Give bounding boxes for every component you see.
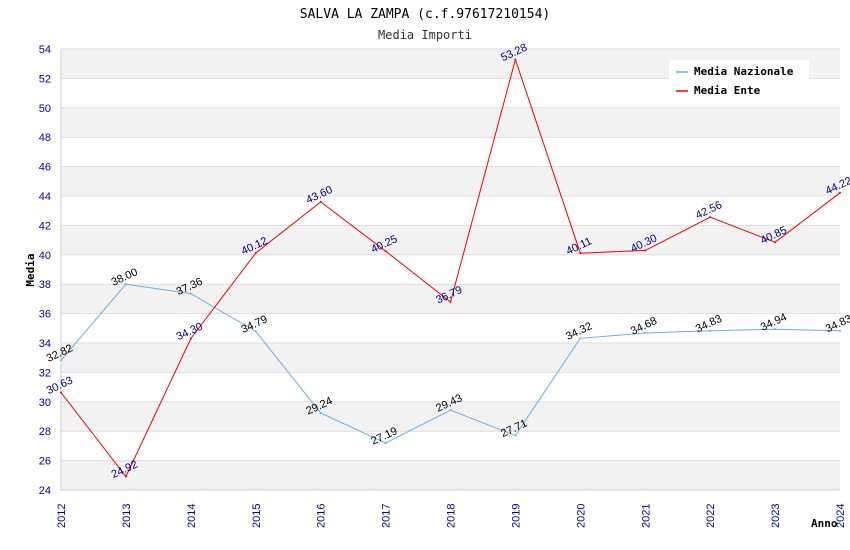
data-point — [579, 337, 582, 340]
data-label: 34.94 — [759, 311, 789, 334]
data-point — [124, 283, 127, 286]
data-point — [839, 329, 841, 332]
y-tick-label: 54 — [39, 44, 51, 56]
y-tick-label: 26 — [39, 456, 51, 468]
x-tick-labels: 2012 2013 2014 2015 2016 2017 2018 2019 2020 2021… — [56, 504, 847, 528]
x-tick-label: 2015 — [251, 504, 263, 528]
data-point — [254, 252, 257, 255]
data-point — [124, 475, 127, 478]
data-point — [774, 241, 777, 244]
y-tick-label: 44 — [39, 191, 51, 203]
data-point — [644, 249, 647, 252]
grid-band — [61, 284, 840, 314]
x-tick-label: 2012 — [56, 504, 68, 528]
grid-band — [61, 460, 840, 490]
axes — [60, 49, 840, 491]
y-tick-label: 28 — [39, 426, 51, 438]
x-tick-label: 2023 — [770, 504, 782, 528]
legend-box — [669, 60, 809, 101]
data-label: 34.83 — [694, 313, 724, 336]
data-point — [449, 300, 452, 303]
data-point — [189, 292, 192, 295]
y-tick-labels: 24 26 28 30 32 34 36 38 40 42 44 46 48 50 52 54 — [39, 44, 51, 497]
x-axis-label: Anno — [811, 517, 838, 530]
data-point — [189, 337, 192, 340]
x-tick-label: 2013 — [121, 504, 133, 528]
grid-band — [61, 225, 840, 255]
data-point — [644, 332, 647, 335]
data-point — [709, 329, 712, 332]
data-point — [514, 434, 517, 437]
grid-band — [61, 166, 840, 196]
data-label: 34.83 — [824, 313, 850, 336]
x-tick-label: 2019 — [510, 504, 522, 528]
grid-band — [61, 401, 840, 432]
x-tick-label: 2014 — [186, 504, 198, 528]
x-tick-label: 2021 — [640, 504, 652, 528]
data-point — [514, 58, 517, 61]
data-point — [254, 330, 257, 333]
y-tick-label: 32 — [39, 367, 51, 379]
data-point — [384, 250, 387, 253]
x-tick-label: 2022 — [705, 504, 717, 528]
grid-lines — [61, 48, 840, 491]
y-tick-label: 50 — [39, 103, 51, 115]
data-point — [60, 359, 62, 362]
data-point — [839, 191, 841, 194]
series-lines — [60, 57, 841, 478]
legend-label-media-ente: Media Ente — [694, 84, 761, 97]
y-tick-label: 46 — [39, 162, 51, 174]
legend-label-media-nazionale: Media Nazionale — [694, 65, 794, 78]
y-tick-label: 42 — [39, 220, 51, 232]
x-tick-label: 2016 — [316, 504, 328, 528]
data-point — [384, 442, 387, 445]
data-point — [319, 200, 322, 203]
y-tick-label: 30 — [39, 397, 51, 409]
y-tick-label: 24 — [39, 485, 51, 497]
x-tick-label: 2017 — [381, 504, 393, 528]
data-point — [449, 409, 452, 412]
data-point — [579, 252, 582, 255]
y-tick-label: 52 — [39, 73, 51, 85]
chart-subtitle: Media Importi — [378, 28, 472, 42]
x-tick-label: 2018 — [446, 504, 458, 528]
grid-bands — [61, 49, 840, 490]
y-tick-label: 34 — [39, 338, 51, 350]
data-label: 34.79 — [239, 313, 269, 336]
data-label: 34.30 — [175, 321, 205, 344]
chart-title: SALVA LA ZAMPA (c.f.97617210154) — [300, 7, 550, 22]
x-tick-label: 2024 — [835, 504, 847, 528]
y-axis-label: Media — [24, 253, 37, 286]
data-point — [319, 411, 322, 414]
legend: Media Nazionale Media Ente — [669, 60, 809, 101]
grid-band — [61, 107, 840, 138]
y-tick-label: 38 — [39, 279, 51, 291]
data-label: 34.68 — [629, 315, 659, 338]
y-tick-label: 48 — [39, 132, 51, 144]
y-tick-label: 40 — [39, 250, 51, 262]
grid-band — [61, 343, 840, 373]
data-point — [709, 216, 712, 219]
data-point — [774, 328, 777, 331]
x-tick-label: 2020 — [575, 504, 587, 528]
y-tick-label: 36 — [39, 309, 51, 321]
data-point — [60, 391, 62, 394]
